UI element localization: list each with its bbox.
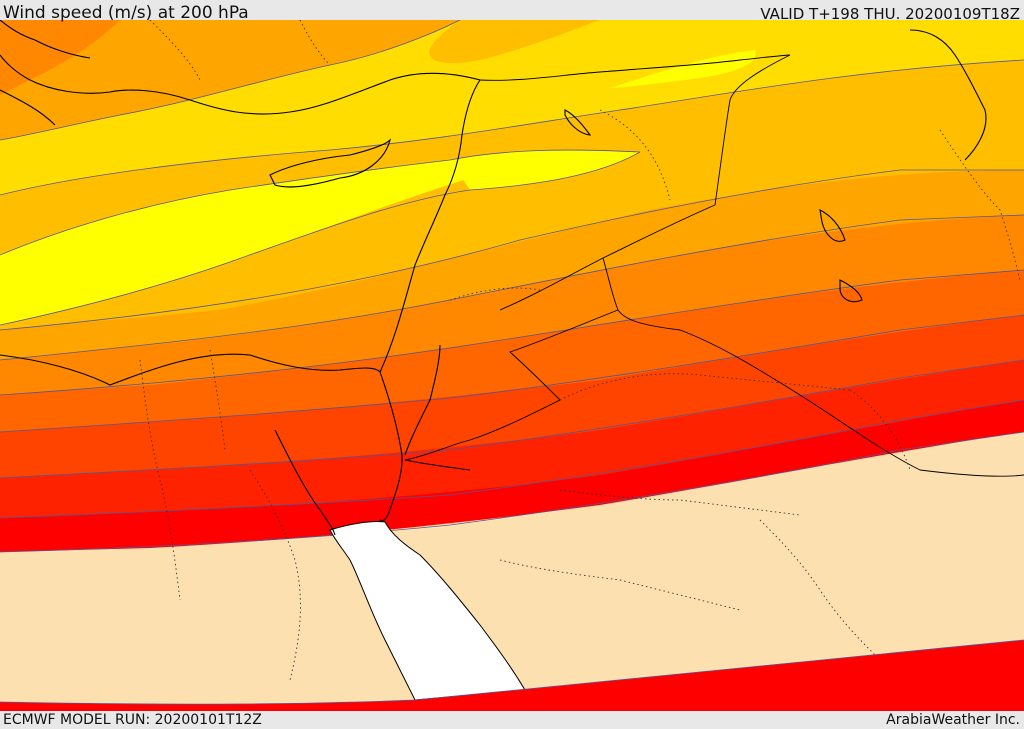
red-sea	[329, 521, 526, 701]
credit-label: ArabiaWeather Inc.	[886, 712, 1020, 728]
coastlines	[0, 20, 987, 536]
valid-time-label: VALID T+198 THU. 20200109T18Z	[760, 5, 1020, 23]
borders-dotted	[139, 20, 1021, 681]
header-bar	[0, 0, 1024, 22]
contour-lines	[0, 20, 1024, 553]
borders-solid	[404, 54, 1024, 477]
jet-core-east	[450, 150, 640, 190]
band-south-contour	[0, 639, 1024, 705]
wind-speed-map	[0, 20, 1024, 711]
band-north-gold	[429, 20, 600, 64]
band-north-orange	[0, 20, 460, 140]
footer-bar	[0, 711, 1024, 729]
jet-core-west	[0, 160, 470, 325]
jet-core-ne	[610, 50, 756, 88]
map-title: Wind speed (m/s) at 200 hPa	[3, 3, 249, 23]
band-south-red	[0, 640, 1024, 711]
model-run-label: ECMWF MODEL RUN: 20200101T12Z	[3, 712, 262, 728]
